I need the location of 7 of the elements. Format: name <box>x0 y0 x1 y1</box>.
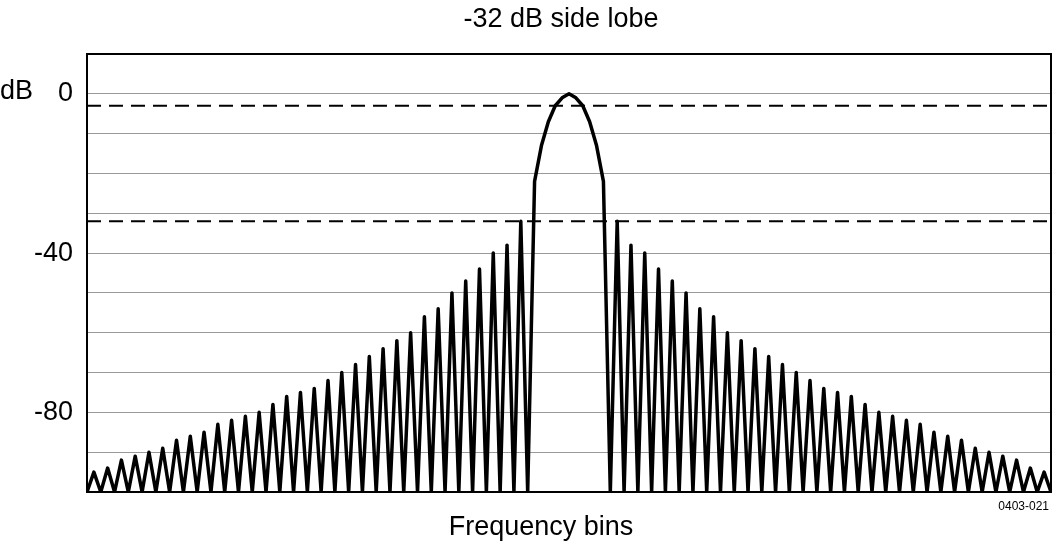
y-tick-label: -80 <box>33 395 73 426</box>
y-tick-label: -40 <box>33 236 73 267</box>
y-tick-label: 0 <box>57 77 73 108</box>
x-axis-title: Frequency bins <box>448 511 634 542</box>
y-axis-title: dB <box>0 75 34 106</box>
chart-title: -32 dB side lobe <box>463 3 659 34</box>
text: 0403-021 <box>998 499 1050 514</box>
